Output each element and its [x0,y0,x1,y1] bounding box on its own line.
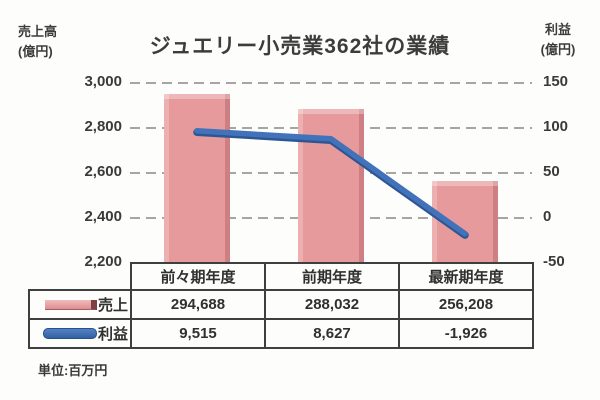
sales-bar-0 [164,94,230,262]
table-cell-sales-0: 294,688 [130,289,266,320]
table-header-cell: 前々期年度 [130,262,266,291]
profit-line [194,128,468,237]
profit-line-swatch-icon [42,328,97,339]
gridline [130,82,532,84]
left-axis-unit: (億円) [18,43,53,59]
legend-profit: 利益 [28,318,132,349]
left-axis-tick: 2,600 [84,163,122,180]
table-row-sales: 売上 294,688 288,032 256,208 [28,289,534,320]
left-axis-tick: 2,200 [84,253,122,270]
table-cell-profit-2: -1,926 [398,318,534,349]
left-axis-tick: 2,800 [84,118,122,135]
profit-line-layer [193,128,469,239]
left-axis-tick: 2,400 [84,208,122,225]
plot-area [130,82,532,262]
right-axis-tick: 50 [543,163,560,180]
unit-note: 単位:百万円 [38,363,108,378]
bars-gridlines-layer [130,82,532,262]
right-axis-tick: 0 [543,208,552,225]
legend-sales: 売上 [28,289,132,320]
legend-sales-label: 売上 [97,297,128,314]
right-axis-title: 利益 (億円) [525,20,591,59]
table-cell-sales-2: 256,208 [398,289,534,320]
table-row-profit: 利益 9,515 8,627 -1,926 [28,318,534,349]
legend-profit-label: 利益 [97,326,128,343]
chart-title: ジュエリー小売業362社の業績 [149,35,451,58]
table-blank-cell [29,263,131,290]
sales-bar-1 [298,108,364,262]
right-axis-tick: -50 [543,253,565,270]
table-cell-profit-1: 8,627 [264,318,400,349]
table-header-cell: 前期年度 [264,262,400,291]
right-axis-tick: 100 [543,118,569,135]
table-cell-profit-0: 9,515 [130,318,266,349]
right-axis-unit: (億円) [540,41,576,57]
data-table: 前々期年度 前期年度 最新期年度 売上 294,688 288,032 256,… [28,262,534,349]
table-cell-sales-1: 288,032 [264,289,400,320]
right-axis-tick: 150 [543,73,569,90]
table-header-cell: 最新期年度 [398,262,534,291]
sales-bar-swatch-icon [44,299,97,310]
left-axis-title-text: 売上高 [18,24,58,39]
left-axis-title: 売上高 (億円) [18,22,57,61]
profit-line-shadow [193,128,469,239]
table-header-row: 前々期年度 前期年度 最新期年度 [29,262,534,291]
right-axis-title-text: 利益 [544,22,571,37]
left-axis-tick: 3,000 [84,73,122,90]
